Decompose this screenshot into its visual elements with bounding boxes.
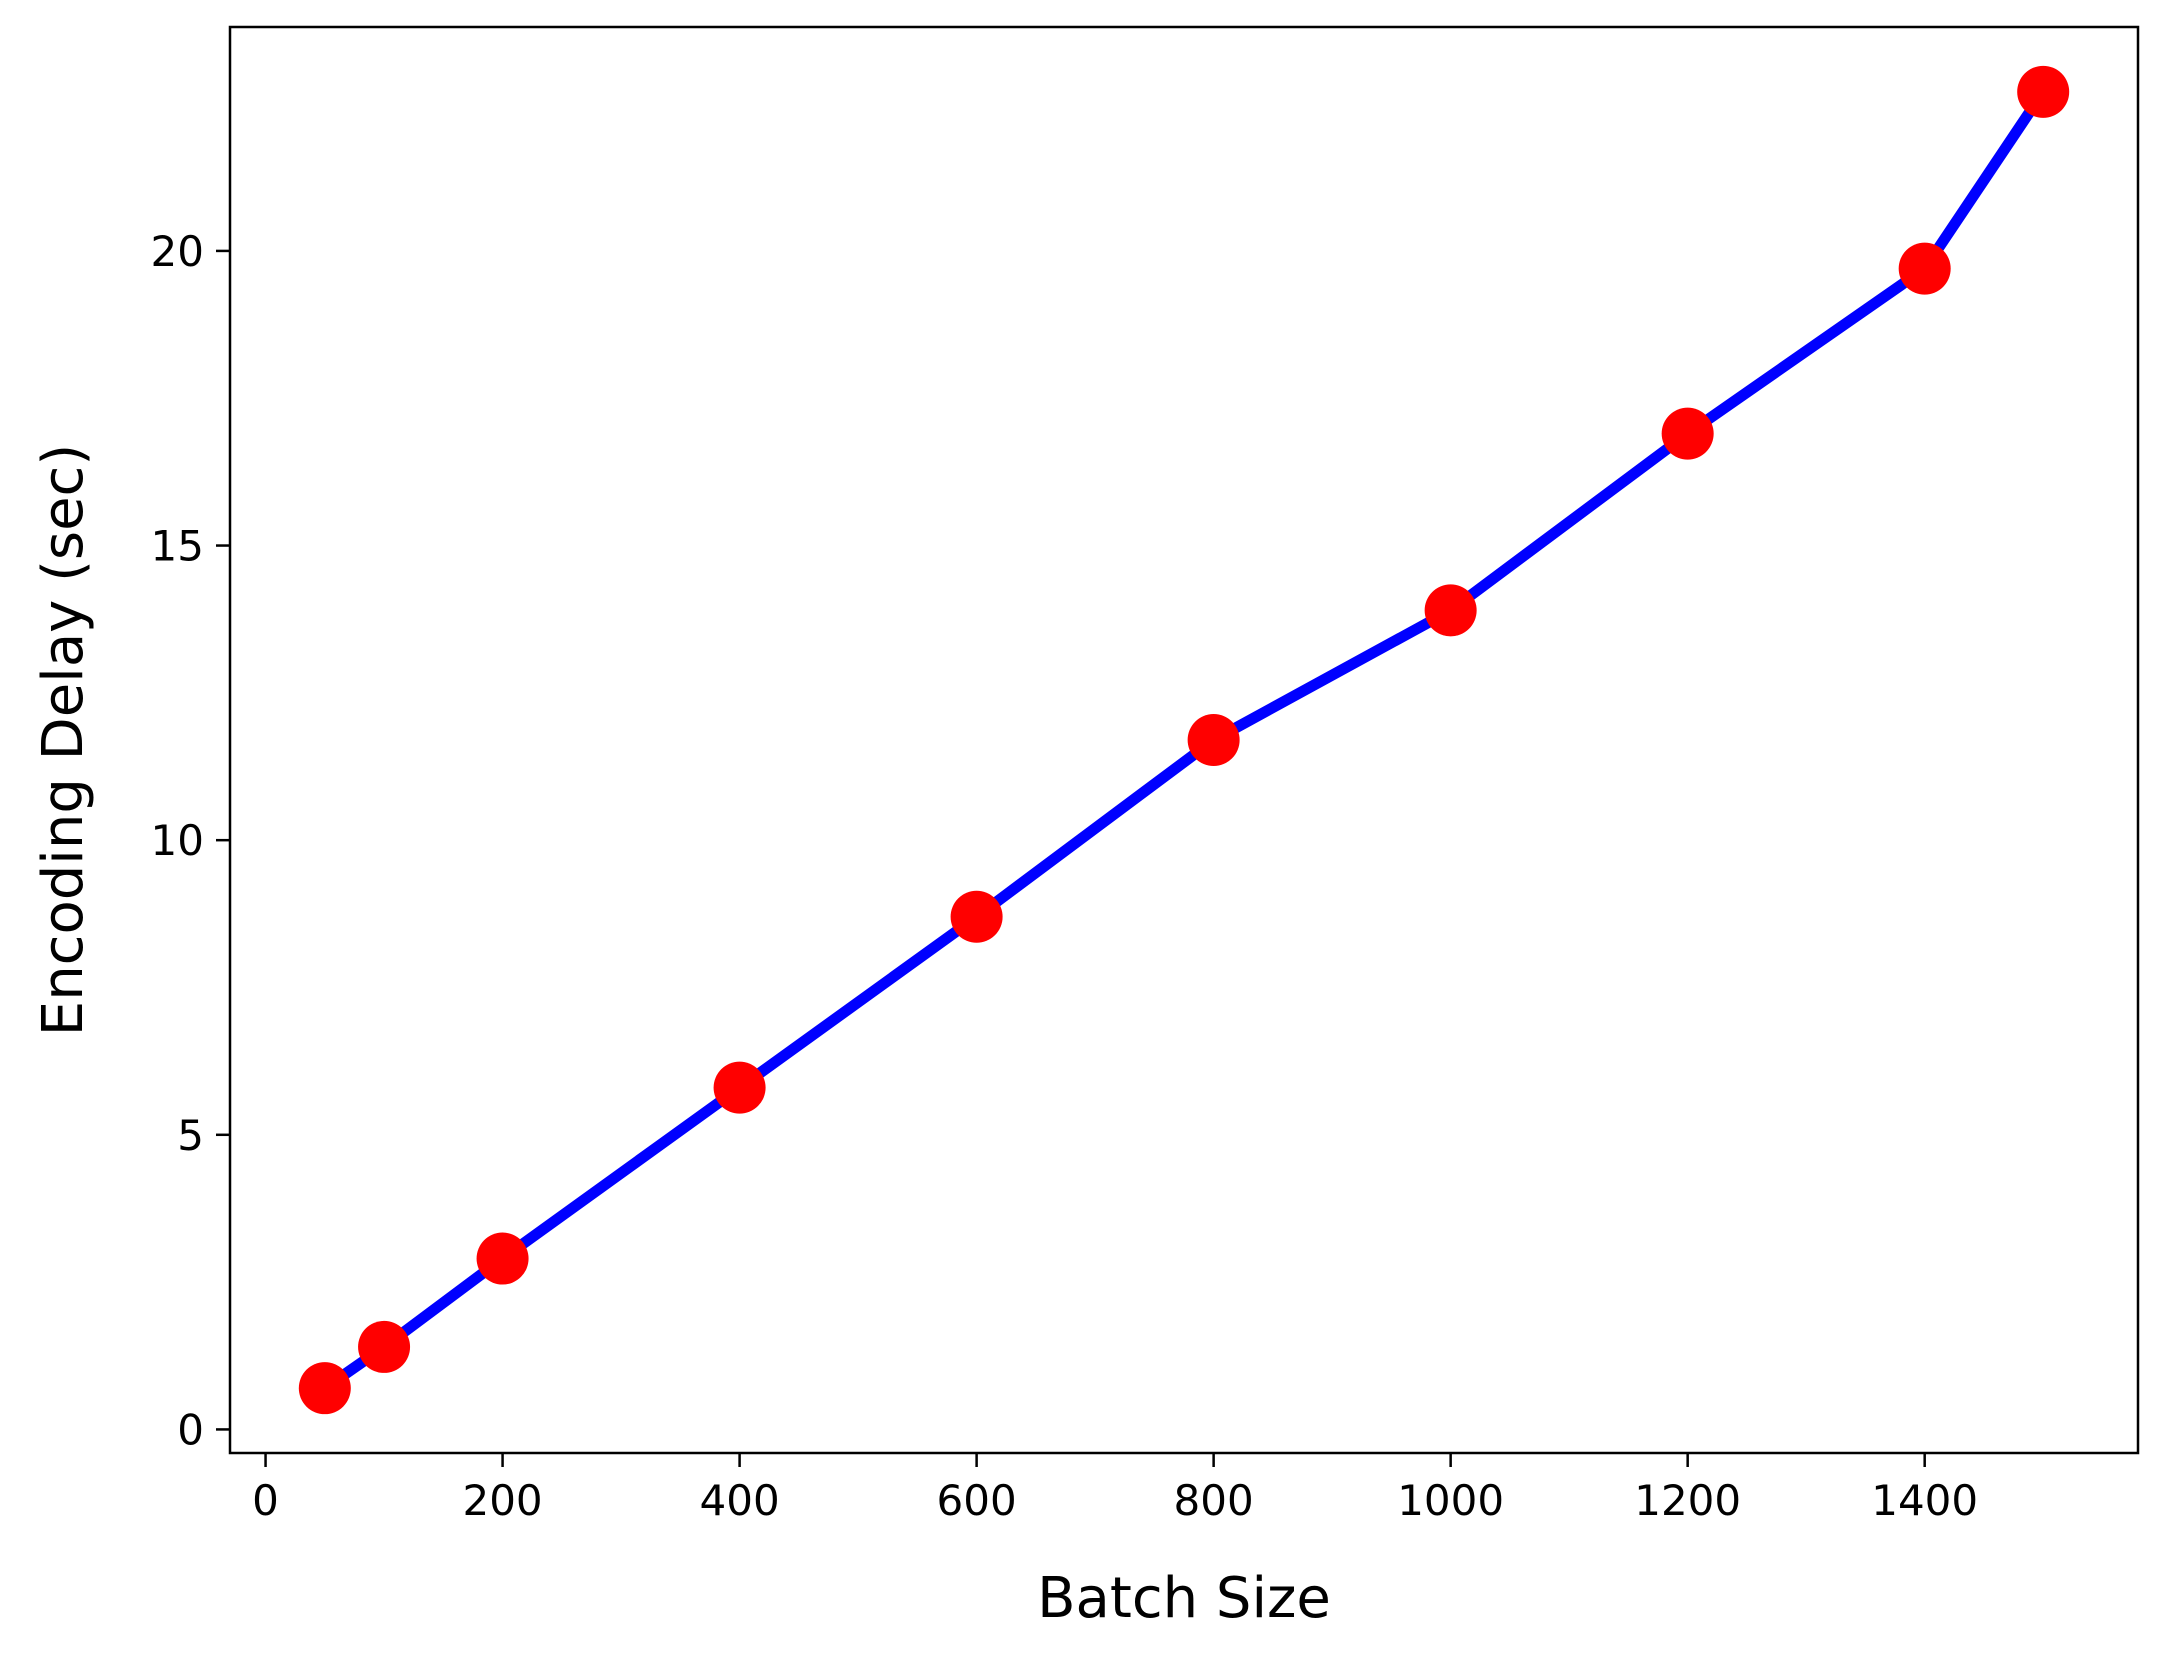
x-tick-label: 1000 (1397, 1476, 1504, 1525)
data-point (298, 1362, 351, 1415)
data-point (1898, 242, 1951, 295)
y-tick-label: 10 (151, 816, 204, 865)
y-tick-label: 20 (151, 227, 204, 276)
data-point (476, 1232, 529, 1285)
data-point (713, 1061, 766, 1114)
y-axis-label: Encoding Delay (sec) (31, 444, 96, 1036)
data-point (1187, 714, 1240, 766)
x-tick-label: 400 (700, 1476, 780, 1525)
data-point (1424, 584, 1477, 637)
x-tick-label: 200 (462, 1476, 542, 1525)
x-tick-label: 1200 (1634, 1476, 1741, 1525)
data-point (950, 890, 1003, 943)
x-tick-label: 600 (937, 1476, 1017, 1525)
y-tick-label: 5 (177, 1111, 204, 1160)
data-point (2017, 65, 2070, 118)
data-point (358, 1320, 411, 1373)
x-tick-label: 0 (252, 1476, 279, 1525)
series-line (319, 86, 2049, 1394)
data-point (1661, 407, 1714, 460)
y-tick-label: 15 (151, 522, 204, 571)
axes-frame (228, 25, 2140, 1455)
x-tick-label: 800 (1174, 1476, 1254, 1525)
axes: 0 200 400 600 800 1000 1200 1400 0 5 10 15 20 (151, 25, 2140, 1525)
x-tick-label: 1400 (1871, 1476, 1978, 1525)
plot-area (298, 65, 2070, 1415)
y-tick-label: 0 (177, 1405, 204, 1454)
x-axis-label: Batch Size (1037, 1566, 1331, 1631)
